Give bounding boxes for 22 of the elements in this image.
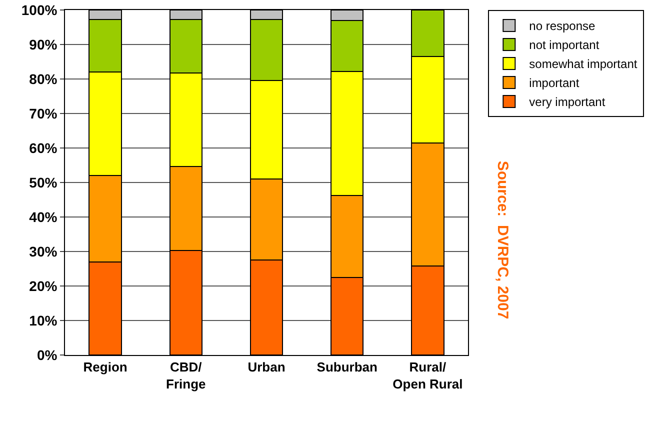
y-tick-label: 0% (36, 346, 58, 363)
x-tick-label: CBD/ Fringe (166, 360, 206, 392)
legend-label: not important (529, 38, 600, 52)
x-tick-label: Rural/ Open Rural (392, 360, 463, 392)
x-tick-label: Suburban (316, 360, 378, 375)
legend-label: no response (529, 19, 596, 34)
y-tick-label: 70% (29, 105, 58, 122)
y-tick-label: 20% (29, 278, 58, 294)
y-tick-label: 30% (29, 243, 58, 260)
y-tick-label: 40% (29, 208, 58, 225)
legend-label: important (529, 76, 580, 90)
x-tick-label: Urban (248, 360, 286, 375)
y-tick-label: 60% (29, 140, 58, 156)
x-tick-label: Region (83, 360, 128, 375)
legend-label: very important (529, 95, 606, 110)
y-tick-label: 90% (29, 36, 58, 52)
legend-label: somewhat important (529, 57, 638, 72)
y-tick-label: 100% (21, 2, 58, 18)
source-note: Source: DVRPC, 2007 (494, 160, 512, 320)
y-tick-label: 80% (29, 70, 58, 87)
y-tick-label: 10% (29, 312, 58, 328)
y-tick-label: 50% (29, 174, 58, 190)
